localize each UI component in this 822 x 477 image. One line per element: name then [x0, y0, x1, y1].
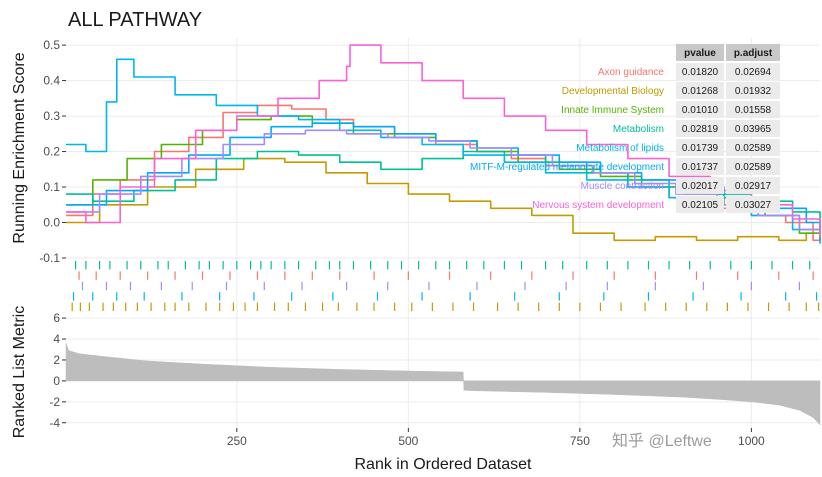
table-cell [726, 120, 780, 137]
table-cell [726, 139, 780, 156]
pathway-label: Innate Immune System [561, 105, 664, 116]
table-cell [676, 177, 724, 194]
table-cell [676, 63, 724, 80]
es-tick-label: 0.1 [43, 180, 60, 194]
padjust-cell: 0.03027 [735, 200, 772, 211]
pathway-label: Developmental Biology [562, 86, 664, 97]
metric-tick-label: 2 [53, 353, 60, 367]
pathway-label: Metabolism of lipids [576, 143, 664, 154]
padjust-cell: 0.02589 [735, 143, 772, 154]
table-header-padjust: p.adjust [734, 48, 773, 59]
hit-rug-marks [71, 261, 820, 311]
table-cell [676, 120, 724, 137]
x-tick-label: 500 [398, 434, 418, 448]
es-line-nervous-system-development [66, 44, 821, 237]
table-cell [676, 158, 724, 175]
es-tick-label: 0.0 [43, 216, 60, 230]
pathway-label: MITF-M-regulated melanocyte development [470, 162, 664, 173]
es-tick-label: 0.2 [43, 145, 60, 159]
metric-tick-label: -2 [49, 395, 60, 409]
x-axis-title: Rank in Ordered Dataset [355, 456, 533, 473]
ranked-metric-area [65, 343, 821, 426]
table-cell [676, 196, 724, 213]
pathway-label: Nervous system development [532, 200, 664, 211]
pvalue-cell: 0.01820 [682, 67, 719, 78]
es-line-mitf-m-regulated-melanocyte-development [66, 122, 821, 230]
x-ticks: 250 500 750 1000 [227, 428, 765, 448]
table-cell [726, 177, 780, 194]
x-tick-label: 750 [570, 434, 590, 448]
es-line-developmental-biology [66, 157, 821, 242]
table-cell [676, 101, 724, 118]
metric-y-axis-title: Ranked List Metric [11, 306, 28, 439]
table-cell [726, 158, 780, 175]
metric-tick-label: -4 [49, 416, 60, 430]
padjust-cell: 0.01932 [735, 86, 772, 97]
chart-title: ALL PATHWAY [68, 9, 202, 31]
table-cell [726, 196, 780, 213]
es-y-ticks: -0.1 0.0 0.1 0.2 0.3 0.4 0.5 [39, 38, 66, 265]
es-y-axis-title: Running Enrichment Score [11, 52, 28, 243]
x-tick-label: 1000 [738, 434, 765, 448]
table-cell [726, 101, 780, 118]
pvalue-cell: 0.01010 [682, 105, 719, 116]
metric-y-ticks: -4 -2 0 2 4 6 [49, 311, 66, 430]
table-cell [676, 82, 724, 99]
table-cell [726, 63, 780, 80]
pvalue-cell: 0.01739 [682, 143, 719, 154]
es-tick-label: 0.3 [43, 109, 60, 123]
table-cell [676, 139, 724, 156]
table-header-cell [676, 44, 724, 61]
table-header-cell [726, 44, 780, 61]
metric-tick-label: 4 [53, 332, 60, 346]
x-tick-label: 250 [227, 434, 247, 448]
pathway-label: Metabolism [613, 124, 664, 135]
padjust-cell: 0.02589 [735, 162, 772, 173]
metric-tick-label: 6 [53, 311, 60, 325]
pvalue-cell: 0.01268 [682, 86, 719, 97]
stats-table: pvalue p.adjust Axon guidance 0.01820 0.0269… [470, 44, 780, 213]
es-tick-label: 0.4 [43, 74, 60, 88]
es-tick-label: -0.1 [39, 251, 60, 265]
pvalue-cell: 0.01737 [682, 162, 719, 173]
pvalue-cell: 0.02819 [682, 124, 719, 135]
table-header-pvalue: pvalue [684, 48, 716, 59]
padjust-cell: 0.03965 [735, 124, 772, 135]
padjust-cell: 0.02917 [735, 181, 772, 192]
es-tick-label: 0.5 [43, 38, 60, 52]
padjust-cell: 0.02694 [735, 67, 772, 78]
padjust-cell: 0.01558 [735, 105, 772, 116]
pvalue-cell: 0.02105 [682, 200, 719, 211]
pvalue-cell: 0.02017 [682, 181, 719, 192]
table-cell [726, 82, 780, 99]
pathway-label: Muscle contraction [581, 181, 664, 192]
watermark: 知乎 @Leftwe [612, 432, 712, 450]
metric-tick-label: 0 [53, 374, 60, 388]
metric-profile-area [65, 343, 821, 426]
pathway-label: Axon guidance [598, 67, 665, 78]
